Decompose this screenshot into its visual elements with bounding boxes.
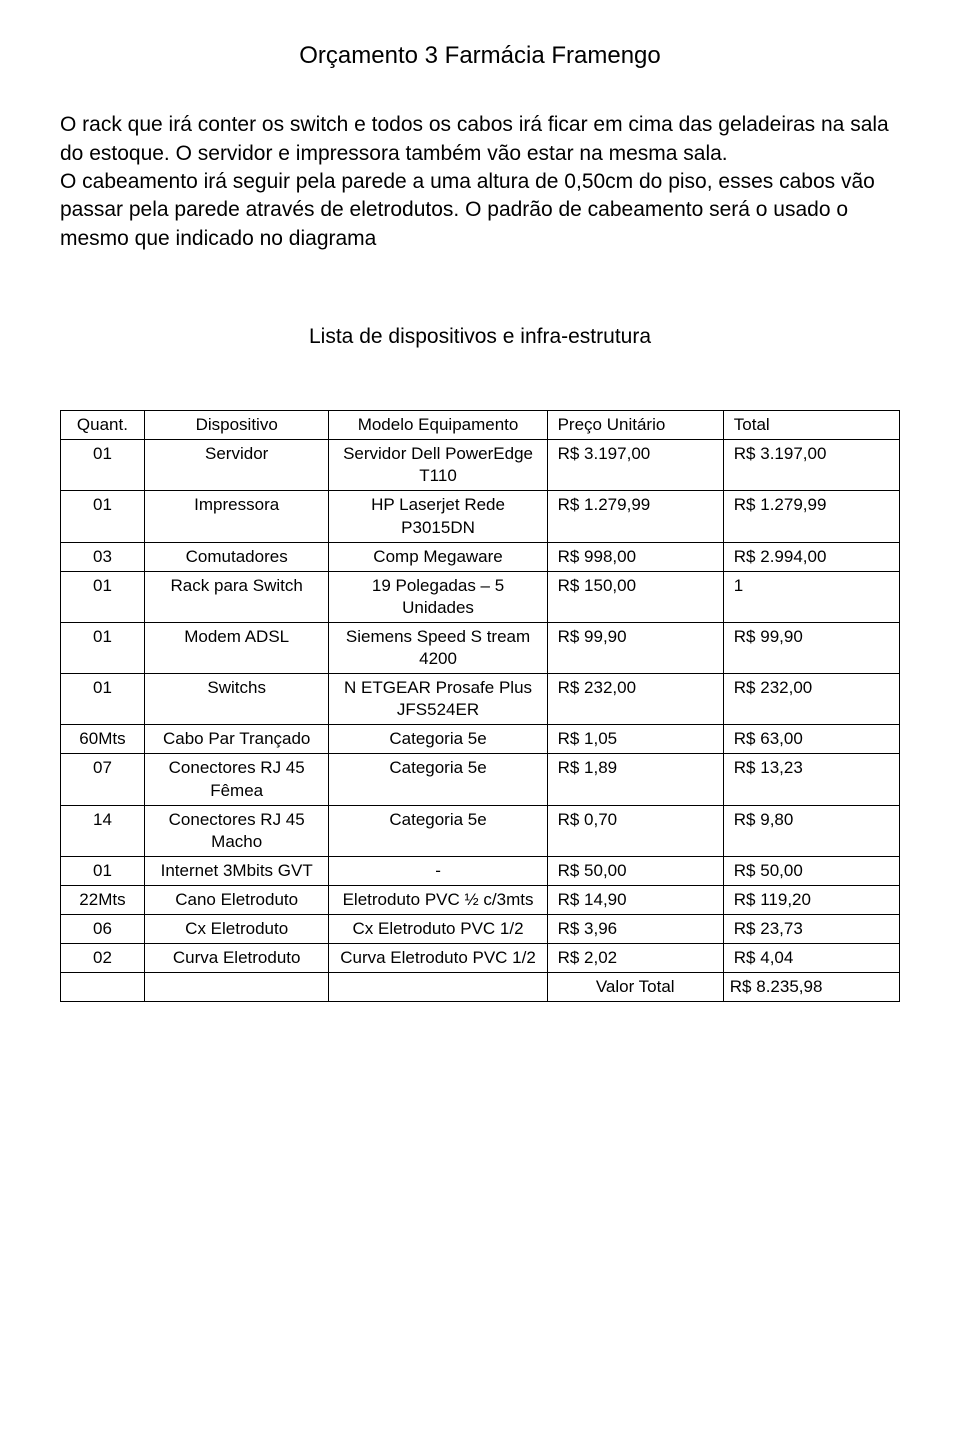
cell-model: Curva Eletroduto PVC 1/2	[329, 944, 547, 973]
cell-device: Servidor	[144, 440, 329, 491]
cell-model: Categoria 5e	[329, 805, 547, 856]
cell-qty: 01	[61, 856, 145, 885]
table-row: 02Curva EletrodutoCurva Eletroduto PVC 1…	[61, 944, 900, 973]
col-header-model: Modelo Equipamento	[329, 411, 547, 440]
cell-device: Internet 3Mbits GVT	[144, 856, 329, 885]
table-row: 03ComutadoresComp MegawareR$ 998,00R$ 2.…	[61, 542, 900, 571]
cell-total: R$ 9,80	[723, 805, 899, 856]
cell-model: Siemens Speed S tream 4200	[329, 622, 547, 673]
col-header-total: Total	[723, 411, 899, 440]
cell-model: Comp Megaware	[329, 542, 547, 571]
intro-paragraph: O rack que irá conter os switch e todos …	[60, 111, 900, 253]
footer-value: R$ 8.235,98	[723, 973, 899, 1002]
cell-unit-price: R$ 2,02	[547, 944, 723, 973]
table-row: 01Modem ADSLSiemens Speed S tream 4200R$…	[61, 622, 900, 673]
cell-qty: 01	[61, 571, 145, 622]
col-header-unit-price: Preço Unitário	[547, 411, 723, 440]
footer-label: Valor Total	[547, 973, 723, 1002]
cell-total: R$ 232,00	[723, 674, 899, 725]
cell-unit-price: R$ 99,90	[547, 622, 723, 673]
footer-empty	[144, 973, 329, 1002]
table-row: 01ServidorServidor Dell PowerEdge T110R$…	[61, 440, 900, 491]
cell-qty: 01	[61, 491, 145, 542]
table-footer-row: Valor Total R$ 8.235,98	[61, 973, 900, 1002]
budget-table: Quant. Dispositivo Modelo Equipamento Pr…	[60, 410, 900, 1002]
cell-model: 19 Polegadas – 5 Unidades	[329, 571, 547, 622]
table-row: 01Internet 3Mbits GVT-R$ 50,00R$ 50,00	[61, 856, 900, 885]
cell-device: Rack para Switch	[144, 571, 329, 622]
cell-device: Conectores RJ 45 Fêmea	[144, 754, 329, 805]
cell-device: Modem ADSL	[144, 622, 329, 673]
table-body: 01ServidorServidor Dell PowerEdge T110R$…	[61, 440, 900, 973]
cell-device: Curva Eletroduto	[144, 944, 329, 973]
table-row: 01ImpressoraHP Laserjet Rede P3015DNR$ 1…	[61, 491, 900, 542]
col-header-qty: Quant.	[61, 411, 145, 440]
cell-device: Conectores RJ 45 Macho	[144, 805, 329, 856]
cell-model: Categoria 5e	[329, 754, 547, 805]
cell-qty: 01	[61, 440, 145, 491]
cell-qty: 60Mts	[61, 725, 145, 754]
cell-qty: 22Mts	[61, 885, 145, 914]
table-row: 06Cx EletrodutoCx Eletroduto PVC 1/2R$ 3…	[61, 914, 900, 943]
cell-unit-price: R$ 1.279,99	[547, 491, 723, 542]
page-title: Orçamento 3 Farmácia Framengo	[60, 40, 900, 71]
cell-model: N ETGEAR Prosafe Plus JFS524ER	[329, 674, 547, 725]
cell-model: -	[329, 856, 547, 885]
table-row: 07Conectores RJ 45 FêmeaCategoria 5eR$ 1…	[61, 754, 900, 805]
cell-device: Comutadores	[144, 542, 329, 571]
cell-model: Categoria 5e	[329, 725, 547, 754]
cell-qty: 01	[61, 674, 145, 725]
cell-qty: 06	[61, 914, 145, 943]
cell-unit-price: R$ 3,96	[547, 914, 723, 943]
cell-model: HP Laserjet Rede P3015DN	[329, 491, 547, 542]
cell-device: Switchs	[144, 674, 329, 725]
cell-total: R$ 13,23	[723, 754, 899, 805]
cell-unit-price: R$ 1,05	[547, 725, 723, 754]
cell-model: Eletroduto PVC ½ c/3mts	[329, 885, 547, 914]
cell-qty: 07	[61, 754, 145, 805]
footer-empty	[61, 973, 145, 1002]
cell-total: R$ 3.197,00	[723, 440, 899, 491]
cell-total: R$ 99,90	[723, 622, 899, 673]
table-row: 60MtsCabo Par TrançadoCategoria 5eR$ 1,0…	[61, 725, 900, 754]
cell-unit-price: R$ 14,90	[547, 885, 723, 914]
table-row: 14Conectores RJ 45 MachoCategoria 5eR$ 0…	[61, 805, 900, 856]
cell-unit-price: R$ 1,89	[547, 754, 723, 805]
cell-model: Servidor Dell PowerEdge T110	[329, 440, 547, 491]
cell-device: Cabo Par Trançado	[144, 725, 329, 754]
footer-empty	[329, 973, 547, 1002]
col-header-device: Dispositivo	[144, 411, 329, 440]
cell-unit-price: R$ 0,70	[547, 805, 723, 856]
cell-qty: 03	[61, 542, 145, 571]
cell-total: 1	[723, 571, 899, 622]
cell-total: R$ 23,73	[723, 914, 899, 943]
table-row: 01SwitchsN ETGEAR Prosafe Plus JFS524ERR…	[61, 674, 900, 725]
section-subtitle: Lista de dispositivos e infra-estrutura	[60, 323, 900, 350]
cell-unit-price: R$ 150,00	[547, 571, 723, 622]
cell-device: Impressora	[144, 491, 329, 542]
cell-model: Cx Eletroduto PVC 1/2	[329, 914, 547, 943]
table-header-row: Quant. Dispositivo Modelo Equipamento Pr…	[61, 411, 900, 440]
cell-total: R$ 63,00	[723, 725, 899, 754]
cell-total: R$ 1.279,99	[723, 491, 899, 542]
cell-qty: 14	[61, 805, 145, 856]
table-row: 22MtsCano EletrodutoEletroduto PVC ½ c/3…	[61, 885, 900, 914]
cell-device: Cano Eletroduto	[144, 885, 329, 914]
cell-unit-price: R$ 3.197,00	[547, 440, 723, 491]
table-row: 01Rack para Switch19 Polegadas – 5 Unida…	[61, 571, 900, 622]
cell-total: R$ 50,00	[723, 856, 899, 885]
cell-qty: 01	[61, 622, 145, 673]
cell-qty: 02	[61, 944, 145, 973]
cell-unit-price: R$ 50,00	[547, 856, 723, 885]
cell-unit-price: R$ 232,00	[547, 674, 723, 725]
cell-total: R$ 4,04	[723, 944, 899, 973]
cell-unit-price: R$ 998,00	[547, 542, 723, 571]
cell-device: Cx Eletroduto	[144, 914, 329, 943]
cell-total: R$ 2.994,00	[723, 542, 899, 571]
cell-total: R$ 119,20	[723, 885, 899, 914]
